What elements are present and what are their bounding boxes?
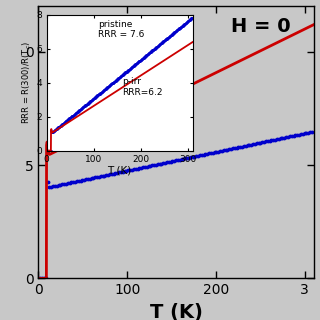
- X-axis label: T (K): T (K): [149, 303, 203, 320]
- Text: H = 0: H = 0: [231, 17, 291, 36]
